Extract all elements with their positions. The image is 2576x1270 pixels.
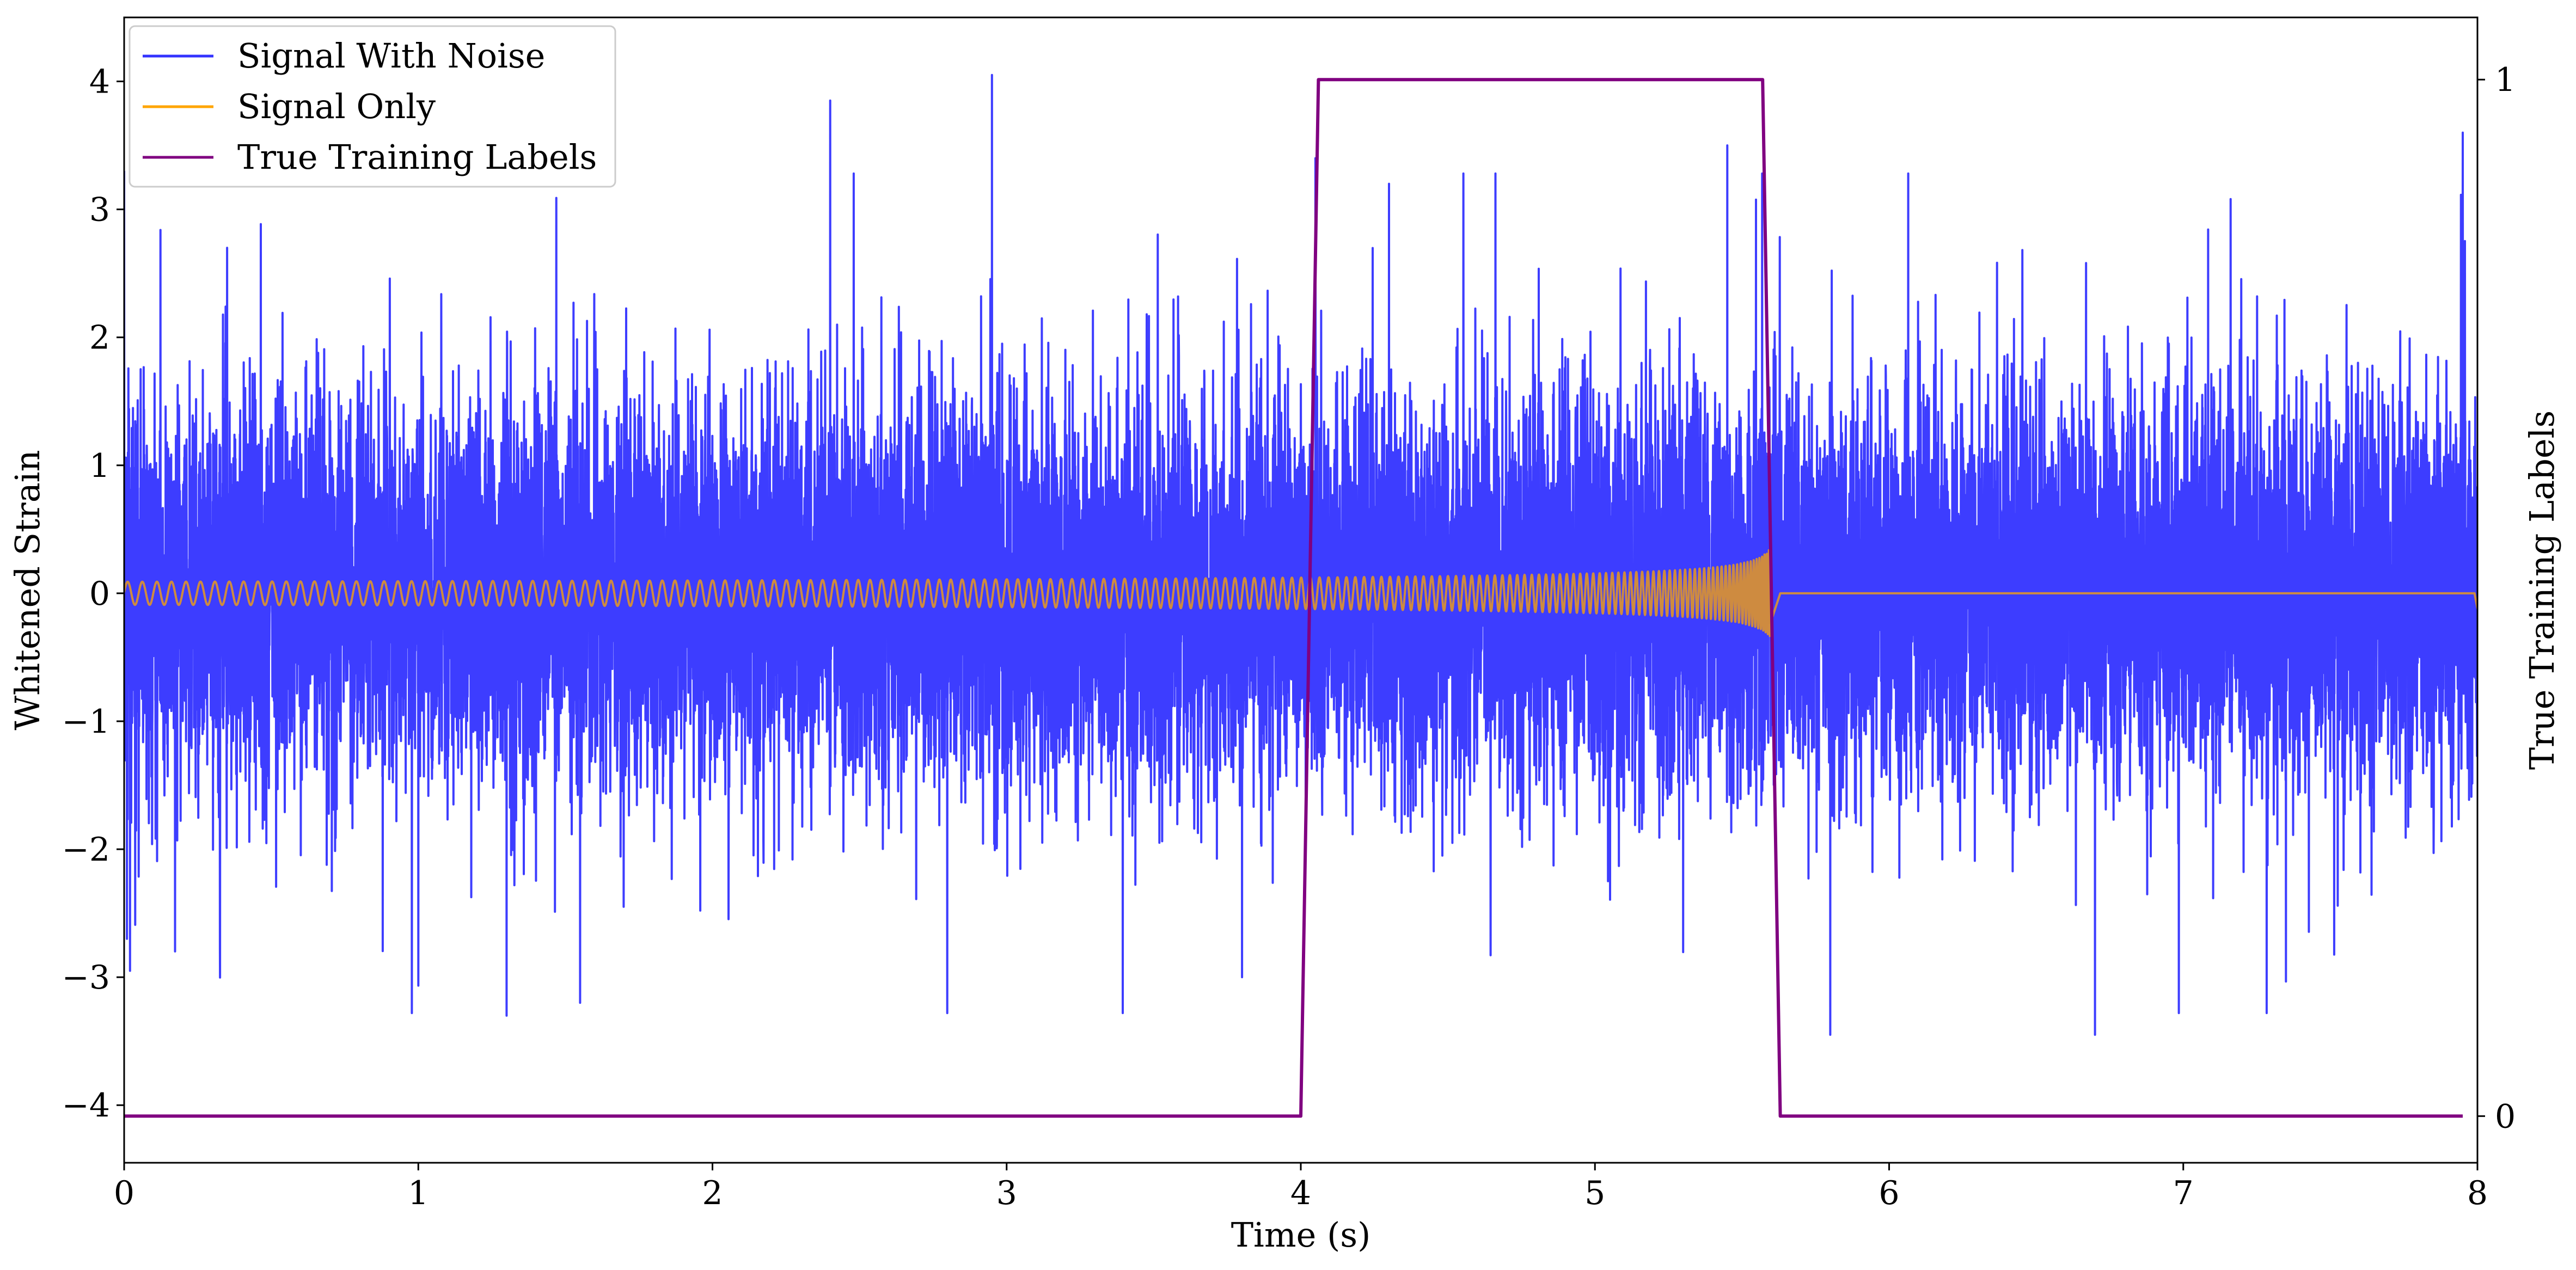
series-signal-only [124,547,2477,637]
y-tick-label: −3 [62,959,110,997]
x-tick-label: 6 [1879,1174,1899,1212]
x-tick-label: 1 [408,1174,429,1212]
y-tick-label: 3 [89,191,110,229]
series-layer [124,73,2477,1118]
x-tick-label: 8 [2467,1174,2488,1212]
y-tick-label: −2 [62,831,110,869]
x-tick-label: 4 [1290,1174,1311,1212]
y-axis-title: Whitened Strain [8,450,47,731]
x-tick-label: 3 [996,1174,1017,1212]
y-tick-label: −1 [62,703,110,741]
y-tick-label: 2 [89,319,110,357]
x-tick-label: 2 [702,1174,723,1212]
y-tick-label: 4 [89,63,110,101]
y2-axis-title: True Training Labels [2522,410,2562,770]
y-tick-label: 1 [89,447,110,485]
y-tick-label: −4 [62,1087,110,1125]
legend-label-signal-with-noise: Signal With Noise [237,36,545,76]
y2-axis-ticks: 01 [2477,61,2516,1136]
y2-tick-label: 0 [2495,1097,2516,1136]
y2-tick-label: 1 [2495,61,2516,99]
y-axis-ticks: −4 −3 −2 −1 0 1 2 3 4 [62,63,124,1125]
x-tick-label: 5 [1584,1174,1605,1212]
x-tick-label: 0 [114,1174,134,1212]
series-true-training-labels [124,78,2463,1118]
legend: Signal With Noise Signal Only True Train… [129,25,616,188]
y-tick-label: 0 [89,575,110,613]
series-signal-with-noise [124,73,2477,1036]
legend-label-signal-only: Signal Only [237,87,436,126]
legend-box [129,25,616,188]
x-tick-label: 7 [2173,1174,2194,1212]
x-axis-title: Time (s) [1231,1215,1371,1255]
x-axis-ticks: 0 1 2 3 4 5 6 7 8 [114,1163,2488,1212]
legend-label-true-training-labels: True Training Labels [237,137,597,177]
